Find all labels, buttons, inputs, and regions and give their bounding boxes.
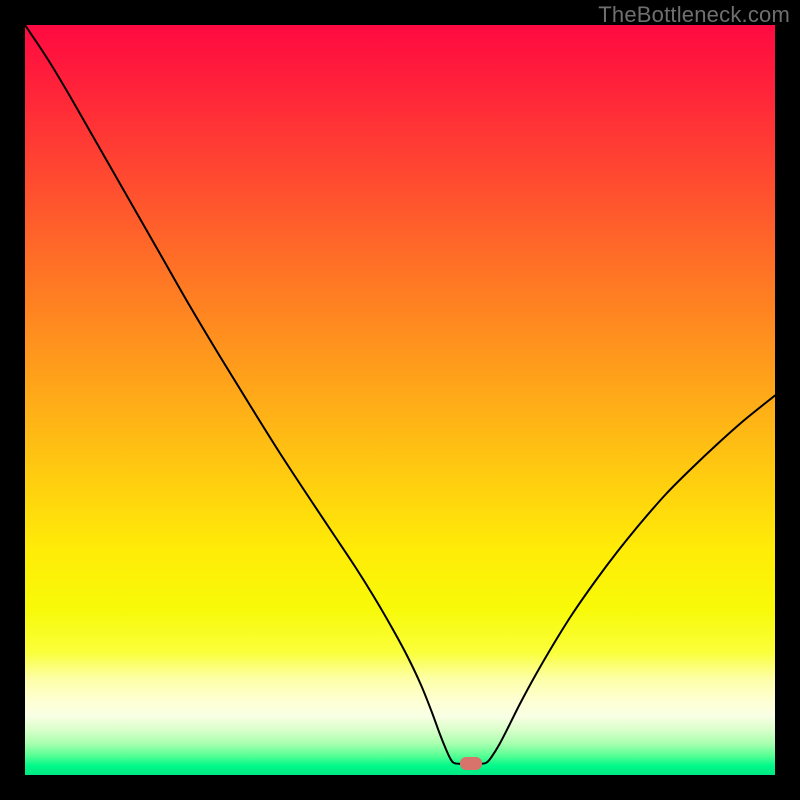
- watermark-label: TheBottleneck.com: [598, 2, 790, 28]
- gradient-background: [25, 25, 775, 775]
- optimal-point-marker: [460, 757, 482, 770]
- bottleneck-curve-chart: [25, 25, 775, 775]
- plot-area: [25, 25, 775, 775]
- chart-frame: TheBottleneck.com: [0, 0, 800, 800]
